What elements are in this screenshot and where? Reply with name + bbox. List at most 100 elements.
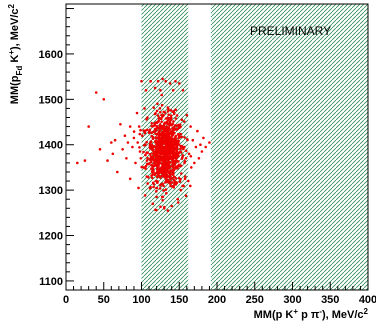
- data-point: [128, 125, 132, 128]
- data-point: [184, 194, 188, 197]
- data-point: [167, 118, 170, 122]
- x-tick-label: 250: [246, 294, 264, 306]
- data-point: [150, 134, 153, 138]
- data-point: [178, 150, 182, 153]
- data-point: [157, 126, 161, 129]
- data-point: [169, 178, 172, 181]
- data-point: [157, 130, 161, 134]
- data-point: [140, 165, 143, 169]
- data-point: [139, 157, 143, 160]
- data-point: [113, 138, 117, 142]
- data-point: [189, 155, 193, 158]
- data-point: [174, 79, 177, 83]
- data-point: [136, 141, 139, 144]
- data-point: [174, 183, 178, 186]
- data-point: [180, 172, 183, 175]
- data-point: [167, 113, 170, 117]
- data-point: [160, 144, 163, 148]
- data-point: [152, 164, 156, 168]
- data-point: [134, 161, 137, 165]
- data-point: [168, 140, 171, 143]
- data-point: [160, 103, 164, 107]
- shaded-region-1: [210, 4, 368, 290]
- data-point: [98, 148, 102, 151]
- data-point: [123, 134, 127, 137]
- data-point: [194, 145, 198, 149]
- data-point: [102, 98, 106, 101]
- y-axis-title: MM(pFd K+), MeV/c2: [7, 3, 24, 104]
- data-point: [164, 151, 168, 155]
- data-point: [187, 179, 190, 183]
- data-point: [161, 167, 165, 171]
- data-point: [158, 128, 162, 132]
- data-point: [151, 137, 155, 140]
- data-point: [166, 136, 170, 140]
- data-point: [165, 192, 168, 195]
- y-tick-label: 1100: [39, 276, 63, 288]
- data-point: [146, 156, 149, 160]
- data-point: [190, 166, 193, 169]
- x-axis-title: MM(p K+ p π-), MeV/c2: [254, 307, 369, 321]
- data-point: [148, 128, 152, 131]
- data-point: [138, 132, 142, 136]
- data-point: [125, 157, 128, 160]
- x-tick-label: 200: [208, 294, 226, 306]
- data-point: [164, 137, 168, 141]
- data-point: [148, 146, 152, 150]
- data-point: [181, 184, 184, 188]
- data-point: [177, 123, 180, 127]
- x-tick-label: 0: [63, 294, 69, 306]
- data-point: [179, 132, 183, 136]
- data-point: [144, 153, 147, 157]
- data-point: [162, 113, 165, 117]
- data-point: [151, 202, 155, 205]
- data-point: [171, 151, 174, 155]
- data-point: [159, 89, 162, 92]
- data-point: [166, 122, 169, 126]
- data-point: [174, 108, 177, 111]
- data-point: [183, 136, 186, 139]
- data-point: [159, 110, 162, 114]
- data-point: [166, 110, 170, 113]
- y-tick-labels: 1100 1200 1300 1400 1500 1600: [39, 49, 63, 288]
- data-point: [155, 127, 158, 130]
- data-point: [135, 111, 139, 115]
- data-point: [137, 125, 141, 128]
- data-point: [161, 174, 165, 178]
- data-point: [176, 197, 179, 201]
- data-point: [151, 155, 154, 159]
- data-point: [138, 146, 141, 149]
- data-point: [157, 140, 160, 144]
- data-point: [202, 136, 205, 140]
- data-point: [116, 170, 119, 174]
- data-point: [179, 147, 182, 151]
- data-point: [169, 109, 173, 112]
- x-tick-label: 50: [98, 294, 110, 306]
- data-point: [176, 139, 180, 142]
- data-point: [145, 151, 148, 155]
- data-point: [168, 156, 171, 160]
- data-point: [164, 147, 167, 151]
- data-point: [147, 176, 150, 179]
- x-tick-label: 350: [321, 294, 339, 306]
- data-point: [169, 114, 173, 117]
- data-point: [167, 164, 170, 167]
- data-point: [142, 144, 146, 147]
- data-point: [150, 131, 154, 134]
- data-point: [178, 82, 181, 85]
- data-point: [154, 152, 157, 156]
- data-point: [138, 150, 142, 153]
- data-point: [158, 123, 162, 126]
- data-point: [128, 177, 132, 181]
- data-point: [165, 157, 168, 161]
- data-point: [161, 151, 165, 154]
- data-point: [156, 79, 160, 83]
- data-point: [159, 155, 163, 159]
- data-point: [153, 158, 156, 162]
- data-point: [176, 201, 180, 204]
- data-point: [131, 145, 134, 149]
- data-point: [166, 209, 170, 212]
- data-point: [163, 129, 167, 133]
- data-point: [172, 120, 175, 123]
- data-point: [145, 159, 149, 162]
